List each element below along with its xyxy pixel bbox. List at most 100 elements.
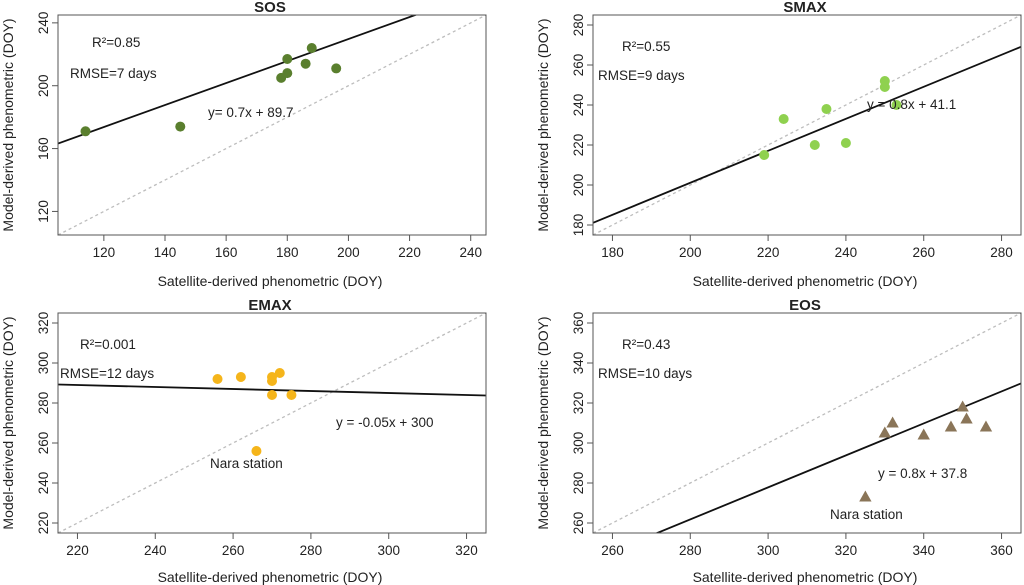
y-tick-label: 280 xyxy=(571,14,586,37)
data-point xyxy=(212,374,223,384)
y-tick-label: 320 xyxy=(571,392,586,415)
plot-frame xyxy=(592,14,1022,236)
y-tick-label: 240 xyxy=(36,12,51,35)
panel-smax: SMAX 180 200 220 240 260 280 180 200 220 240 260 28… xyxy=(535,0,1022,289)
panel-title: SMAX xyxy=(783,0,826,16)
y-axis-label: Model-derived phenometric (DOY) xyxy=(535,316,551,529)
reference-line xyxy=(593,15,1021,235)
data-point xyxy=(286,390,297,400)
panel-emax: EMAX 220 240 260 280 300 320 220 240 260 280 300 32… xyxy=(0,297,487,585)
data-point xyxy=(944,420,958,432)
panel-title: SOS xyxy=(254,0,286,16)
y-tick-label: 220 xyxy=(571,134,586,157)
data-point xyxy=(175,121,186,132)
x-tick-label: 340 xyxy=(912,543,935,558)
y-tick-label: 300 xyxy=(571,432,586,455)
data-point xyxy=(282,54,293,64)
plot-frame xyxy=(57,14,487,236)
x-tick-label: 280 xyxy=(679,543,702,558)
data-point xyxy=(267,390,277,400)
r2-label: R²=0.43 xyxy=(622,337,670,352)
rmse-label: RMSE=9 days xyxy=(598,68,685,83)
r2-label: R²=0.85 xyxy=(92,35,140,50)
x-tick-label: 320 xyxy=(455,543,478,558)
x-tick-label: 280 xyxy=(990,245,1013,260)
data-point xyxy=(879,76,890,86)
x-tick-label: 200 xyxy=(337,245,360,260)
reference-line xyxy=(593,313,1021,533)
y-tick-label: 160 xyxy=(36,137,51,160)
regression-line xyxy=(593,45,1021,224)
equation-label: y = -0.05x + 300 xyxy=(336,415,434,430)
equation-label: y= 0.7x + 89.7 xyxy=(208,105,294,120)
x-tick-label: 220 xyxy=(757,245,780,260)
x-tick-label: 300 xyxy=(757,543,780,558)
data-point xyxy=(267,376,277,386)
y-tick-label: 260 xyxy=(36,432,51,455)
data-point xyxy=(235,372,246,382)
panel-title: EOS xyxy=(789,297,821,314)
plot-frame xyxy=(592,312,1022,534)
r2-label: R²=0.55 xyxy=(622,39,670,54)
y-tick-label: 300 xyxy=(36,352,51,375)
x-tick-label: 200 xyxy=(679,245,702,260)
rmse-label: RMSE=10 days xyxy=(598,366,692,381)
panel-title: EMAX xyxy=(248,297,291,314)
y-tick-label: 240 xyxy=(571,94,586,117)
y-tick-label: 200 xyxy=(36,74,51,97)
y-tick-label: 180 xyxy=(571,214,586,237)
y-axis-label: Model-derived phenometric (DOY) xyxy=(0,316,16,529)
data-point xyxy=(960,412,973,424)
equation-label: y = 0.8x + 37.8 xyxy=(878,466,967,481)
data-point xyxy=(821,104,832,114)
data-point xyxy=(251,446,262,456)
data-point xyxy=(979,420,993,432)
x-tick-label: 140 xyxy=(154,245,177,260)
data-point xyxy=(891,100,902,110)
x-tick-label: 180 xyxy=(276,245,299,260)
data-point xyxy=(331,63,342,74)
r2-label: R²=0.001 xyxy=(80,337,136,352)
rmse-label: RMSE=12 days xyxy=(60,366,154,381)
x-tick-label: 220 xyxy=(398,245,421,260)
reference-line xyxy=(58,313,486,533)
data-point xyxy=(282,68,293,79)
data-point xyxy=(840,138,851,148)
y-tick-label: 320 xyxy=(36,312,51,335)
data-point xyxy=(306,43,317,53)
y-axis-label: Model-derived phenometric (DOY) xyxy=(0,18,16,231)
x-tick-label: 260 xyxy=(222,543,245,558)
x-tick-label: 220 xyxy=(66,543,89,558)
x-axis-label: Satellite-derived phenometric (DOY) xyxy=(158,273,383,289)
x-axis-label: Satellite-derived phenometric (DOY) xyxy=(693,569,918,585)
x-tick-label: 260 xyxy=(912,245,935,260)
x-tick-label: 260 xyxy=(601,543,624,558)
data-point xyxy=(809,140,820,150)
y-tick-label: 260 xyxy=(571,54,586,77)
data-point xyxy=(759,150,770,160)
y-axis-label: Model-derived phenometric (DOY) xyxy=(535,18,551,231)
y-tick-label: 220 xyxy=(36,512,51,535)
data-point xyxy=(859,490,872,502)
y-tick-label: 260 xyxy=(571,512,586,535)
regression-line xyxy=(654,382,1021,533)
reference-line xyxy=(58,15,486,235)
panel-sos: SOS 120 140 160 180 200 220 240 120 160 200 240 Sa… xyxy=(0,0,487,289)
y-tick-label: 240 xyxy=(36,472,51,495)
y-tick-label: 200 xyxy=(571,174,586,197)
x-tick-label: 240 xyxy=(459,245,482,260)
y-tick-label: 360 xyxy=(571,312,586,335)
x-tick-label: 360 xyxy=(990,543,1013,558)
x-tick-label: 300 xyxy=(377,543,400,558)
x-tick-label: 180 xyxy=(601,245,624,260)
equation-label: y = 0.8x + 41.1 xyxy=(867,97,956,112)
data-point xyxy=(956,400,969,412)
plot-frame xyxy=(57,312,487,534)
x-tick-label: 160 xyxy=(215,245,238,260)
x-tick-label: 280 xyxy=(300,543,323,558)
x-tick-label: 240 xyxy=(144,543,167,558)
data-point xyxy=(80,126,91,137)
x-tick-label: 240 xyxy=(835,245,858,260)
rmse-label: RMSE=7 days xyxy=(70,66,157,81)
